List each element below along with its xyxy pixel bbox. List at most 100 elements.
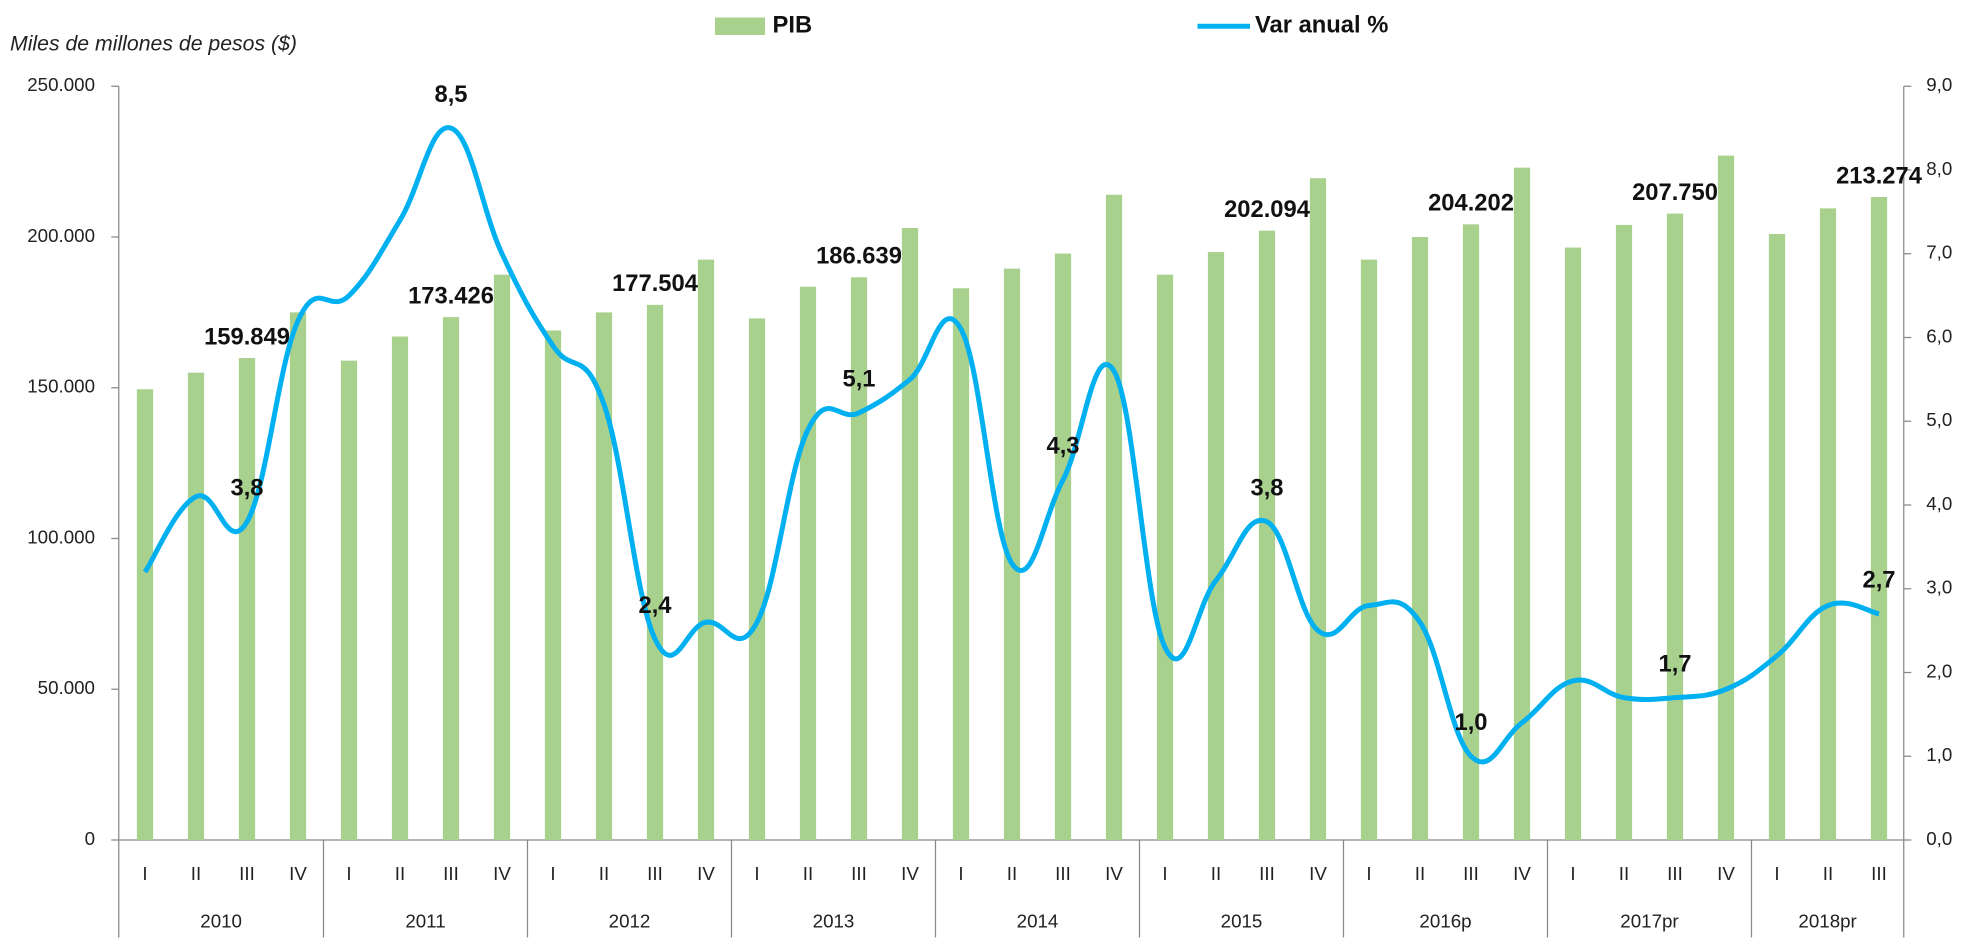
- x-tick-label: II: [599, 863, 609, 884]
- bar: [1054, 253, 1072, 840]
- x-tick-label: IV: [289, 863, 307, 884]
- x-tick-label: II: [395, 863, 405, 884]
- data-label: 1,7: [1658, 650, 1691, 677]
- bar: [238, 358, 256, 840]
- bar: [493, 274, 511, 840]
- bar: [1717, 155, 1735, 841]
- x-tick-label: III: [443, 863, 459, 884]
- x-tick-label: I: [550, 863, 555, 884]
- data-label: 2,7: [1862, 567, 1895, 594]
- x-tick-label: III: [1259, 863, 1275, 884]
- y2-tick-label: 1,0: [1926, 744, 1952, 765]
- data-label: 4,3: [1046, 433, 1079, 460]
- bar: [289, 312, 307, 840]
- x-tick-label: I: [958, 863, 963, 884]
- bar: [1870, 196, 1888, 840]
- data-label: 159.849: [204, 323, 290, 350]
- line: [142, 125, 1880, 765]
- x-tick-label: IV: [1105, 863, 1123, 884]
- y2-tick-label: 3,0: [1926, 577, 1952, 598]
- y-tick-label: 250.000: [27, 74, 95, 95]
- bar: [850, 277, 868, 840]
- bar: [442, 317, 460, 840]
- bar: [1615, 224, 1633, 840]
- x-tick-label: II: [803, 863, 813, 884]
- y2-tick-label: 6,0: [1926, 325, 1952, 346]
- y-tick-label: 0: [85, 828, 95, 849]
- x-tick-label: III: [1055, 863, 1071, 884]
- bar: [391, 336, 409, 840]
- x-tick-label: III: [239, 863, 255, 884]
- data-label: 3,8: [230, 475, 263, 502]
- year-label: 2014: [1017, 910, 1059, 931]
- x-tick-label: II: [1415, 863, 1425, 884]
- data-label: 3,8: [1250, 475, 1283, 502]
- bar: [952, 288, 970, 840]
- bar: [595, 312, 613, 840]
- x-tick-label: I: [1570, 863, 1575, 884]
- x-tick-label: IV: [493, 863, 511, 884]
- data-label: 1,0: [1454, 709, 1487, 736]
- data-label: 177.504: [612, 270, 699, 297]
- bar: [1768, 233, 1786, 841]
- x-tick-label: III: [1667, 863, 1683, 884]
- bar: [1207, 252, 1225, 840]
- bar: [1105, 194, 1123, 841]
- bar: [1003, 268, 1021, 840]
- data-label: 5,1: [842, 366, 875, 393]
- year-label: 2012: [609, 910, 651, 931]
- x-tick-label: I: [1162, 863, 1167, 884]
- x-tick-label: I: [754, 863, 759, 884]
- x-tick-label: III: [647, 863, 663, 884]
- y2-tick-label: 7,0: [1926, 242, 1952, 263]
- year-label: 2011: [405, 910, 445, 931]
- x-tick-label: IV: [901, 863, 919, 884]
- x-tick-label: III: [1463, 863, 1479, 884]
- bar: [1411, 237, 1429, 840]
- y-tick-label: 200.000: [27, 225, 95, 246]
- legend-label: Var anual %: [1255, 12, 1388, 39]
- year-label: 2015: [1221, 910, 1263, 931]
- bar: [1513, 167, 1531, 841]
- x-tick-label: II: [1823, 863, 1833, 884]
- data-label: 173.426: [408, 282, 494, 309]
- x-tick-label: II: [1211, 863, 1221, 884]
- bar: [136, 389, 154, 840]
- data-label: 204.202: [1428, 190, 1514, 217]
- x-tick-label: IV: [1309, 863, 1327, 884]
- x-tick-label: II: [1619, 863, 1629, 884]
- x-tick-label: IV: [697, 863, 715, 884]
- year-label: 2010: [200, 910, 242, 931]
- data-label: 2,4: [638, 592, 672, 619]
- data-label: 8,5: [434, 81, 467, 108]
- bar: [1360, 259, 1378, 840]
- y2-tick-label: 2,0: [1926, 660, 1952, 681]
- legend-swatch: [715, 17, 765, 35]
- bar: [901, 227, 919, 841]
- y2-tick-label: 4,0: [1926, 493, 1952, 514]
- y-tick-label: 150.000: [27, 376, 95, 397]
- x-tick-label: I: [142, 863, 147, 884]
- bar: [1666, 213, 1684, 841]
- x-tick-label: III: [851, 863, 867, 884]
- y2-tick-label: 9,0: [1926, 74, 1952, 95]
- data-label: 213.274: [1836, 162, 1923, 189]
- data-label: 202.094: [1224, 196, 1311, 223]
- y2-tick-label: 5,0: [1926, 409, 1952, 430]
- y2-tick-label: 8,0: [1926, 158, 1952, 179]
- bar: [1819, 208, 1837, 841]
- y2-tick-label: 0,0: [1926, 828, 1952, 849]
- y-axis-label: Miles de millones de pesos ($): [10, 32, 297, 56]
- data-label: 207.750: [1632, 179, 1718, 206]
- y-tick-label: 100.000: [27, 526, 95, 547]
- bar: [748, 318, 766, 840]
- year-label: 2018pr: [1798, 910, 1856, 931]
- bar: [799, 286, 817, 840]
- x-tick-label: I: [1366, 863, 1371, 884]
- year-label: 2013: [813, 910, 855, 931]
- bar: [697, 259, 715, 840]
- bar: [544, 330, 562, 840]
- data-label: 186.639: [816, 243, 902, 270]
- x-tick-label: III: [1871, 863, 1887, 884]
